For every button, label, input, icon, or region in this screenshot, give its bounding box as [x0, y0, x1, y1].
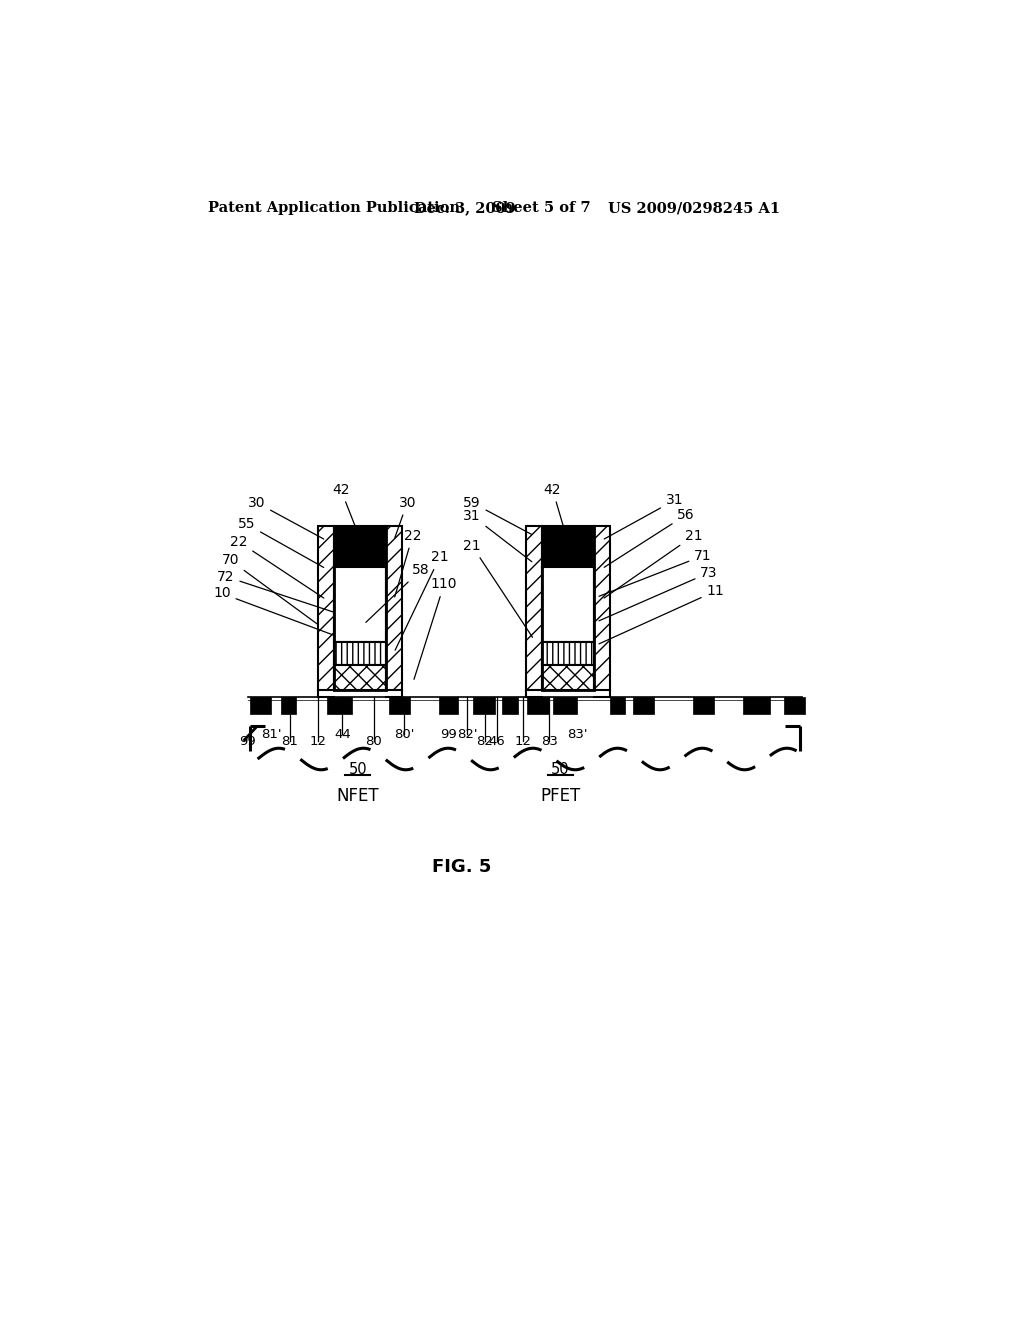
Text: 12: 12	[515, 735, 531, 748]
Text: 42: 42	[544, 483, 563, 527]
Text: 46: 46	[488, 735, 506, 748]
Text: 72: 72	[217, 569, 333, 612]
Text: 10: 10	[213, 586, 333, 635]
Bar	[318, 527, 334, 689]
Text: 83': 83'	[567, 727, 588, 741]
Bar	[542, 527, 594, 689]
Text: 55: 55	[238, 517, 324, 568]
Text: 80: 80	[366, 735, 382, 748]
Bar	[250, 697, 271, 714]
Text: FIG. 5: FIG. 5	[432, 858, 492, 875]
Text: 42: 42	[332, 483, 355, 527]
Text: Patent Application Publication: Patent Application Publication	[208, 202, 460, 215]
Bar	[388, 697, 410, 714]
Bar	[609, 697, 625, 714]
Bar	[473, 697, 495, 714]
Bar	[503, 697, 518, 714]
Text: 30: 30	[395, 495, 416, 537]
Bar	[553, 697, 578, 714]
Text: 81: 81	[282, 735, 298, 748]
Bar	[594, 527, 609, 689]
Text: 82: 82	[476, 735, 494, 748]
Text: 21: 21	[463, 539, 532, 638]
Text: US 2009/0298245 A1: US 2009/0298245 A1	[608, 202, 780, 215]
Text: 21: 21	[604, 529, 702, 598]
Bar	[633, 697, 654, 714]
Bar	[542, 642, 594, 665]
Text: 50: 50	[551, 762, 569, 776]
Text: 81': 81'	[261, 727, 282, 741]
Text: 50: 50	[348, 762, 367, 776]
Bar	[542, 566, 594, 642]
Text: 30: 30	[248, 495, 324, 539]
Text: 71: 71	[599, 549, 712, 597]
Text: 31: 31	[463, 508, 531, 562]
Text: 110: 110	[414, 577, 458, 680]
Text: 99: 99	[240, 735, 256, 748]
Bar	[281, 697, 296, 714]
Text: 82': 82'	[457, 727, 477, 741]
Bar	[386, 527, 401, 689]
Text: 22: 22	[230, 535, 324, 598]
Bar	[327, 697, 351, 714]
Text: NFET: NFET	[337, 787, 379, 805]
Bar	[334, 566, 386, 642]
Bar	[692, 697, 714, 714]
Bar	[742, 697, 770, 714]
Text: 99: 99	[440, 727, 457, 741]
Text: 59: 59	[463, 495, 531, 535]
Bar	[526, 527, 542, 689]
Text: Dec. 3, 2009: Dec. 3, 2009	[414, 202, 515, 215]
Text: 70: 70	[221, 553, 318, 624]
Bar	[527, 697, 549, 714]
Text: 58: 58	[366, 564, 429, 622]
Text: 22: 22	[394, 529, 422, 597]
Bar	[334, 665, 386, 689]
Text: 56: 56	[604, 508, 695, 568]
Text: 73: 73	[599, 566, 718, 620]
Text: 11: 11	[599, 585, 724, 644]
Text: PFET: PFET	[540, 787, 581, 805]
Text: 83: 83	[541, 735, 558, 748]
Bar	[542, 665, 594, 689]
Text: 31: 31	[604, 494, 683, 539]
Bar	[542, 527, 594, 566]
Text: 21: 21	[395, 550, 449, 651]
Bar	[783, 697, 805, 714]
Text: 80': 80'	[393, 727, 414, 741]
Bar	[334, 642, 386, 665]
Text: Sheet 5 of 7: Sheet 5 of 7	[493, 202, 591, 215]
Bar	[334, 527, 386, 566]
Text: 12: 12	[310, 735, 327, 748]
Bar	[438, 697, 458, 714]
Bar	[334, 527, 386, 689]
Text: 44: 44	[334, 727, 350, 741]
